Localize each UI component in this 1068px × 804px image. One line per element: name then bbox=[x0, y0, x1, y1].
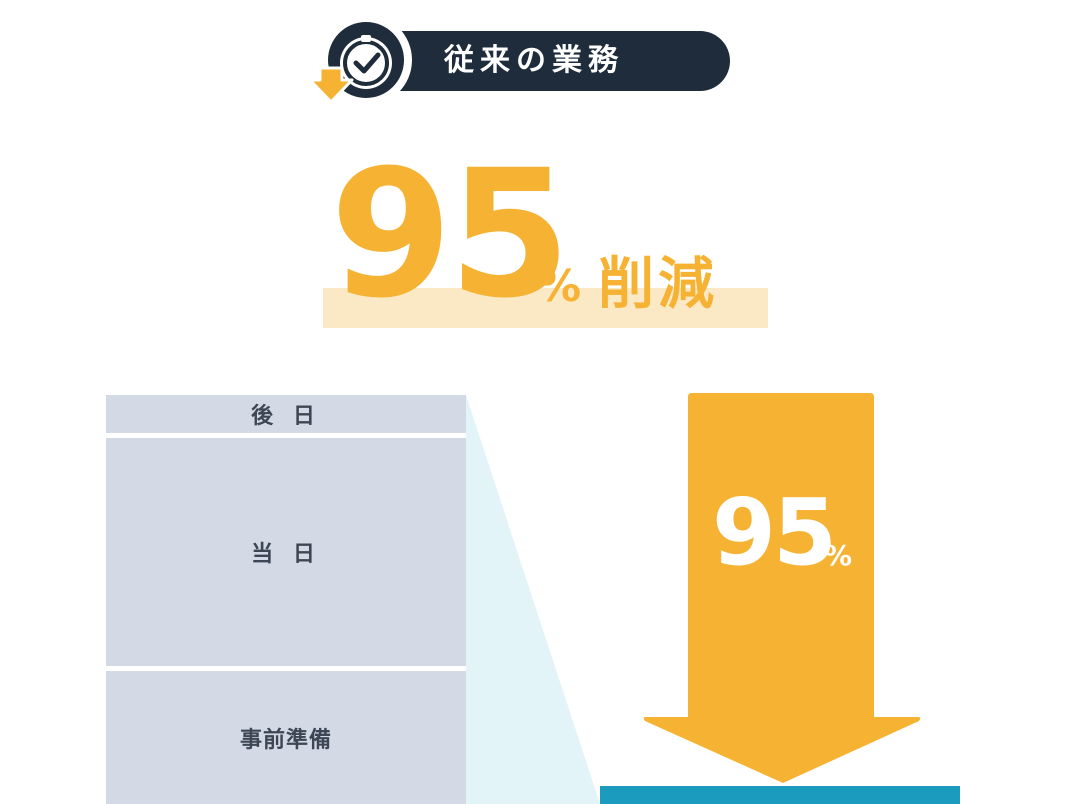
headline-word: 削減 bbox=[598, 252, 718, 317]
headline-highlight bbox=[323, 288, 768, 328]
result-bar bbox=[600, 786, 960, 804]
header-title: 従来の業務 bbox=[444, 43, 624, 78]
arrow-value: 95 bbox=[712, 479, 837, 586]
block-same-day-label: 当 日 bbox=[251, 542, 321, 567]
headline-value: 95 bbox=[330, 132, 571, 337]
block-same-day: 当 日 bbox=[106, 438, 466, 666]
arrow-percent: % bbox=[824, 539, 853, 572]
block-after-day-label: 後 日 bbox=[251, 404, 321, 429]
block-preparation-label: 事前準備 bbox=[239, 727, 332, 753]
clock-check-down-icon bbox=[308, 14, 412, 106]
block-preparation: 事前準備 bbox=[106, 671, 466, 804]
headline-percent: % bbox=[537, 261, 582, 312]
block-after-day: 後 日 bbox=[106, 395, 466, 433]
